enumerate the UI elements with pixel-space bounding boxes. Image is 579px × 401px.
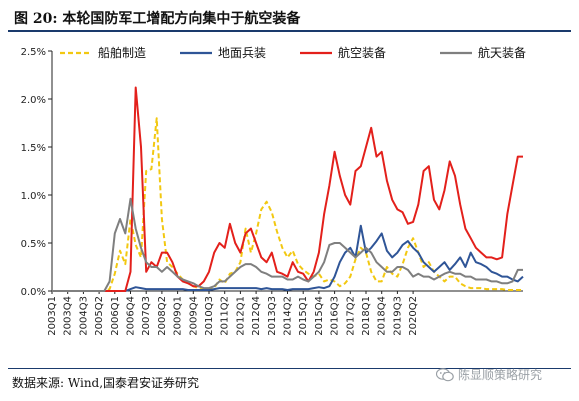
x-tick-label: 2012Q1 (235, 296, 246, 336)
chart-container: 0.0% 0.5% 1.0% 1.5% 2.0% 2.5% 2003Q1 2003Q4 2004… (0, 32, 579, 372)
watermark-text: 陈显顺策略研究 (458, 368, 543, 382)
x-tick-label: 2014Q2 (283, 296, 294, 336)
x-tick-label: 2009Q1 (173, 296, 184, 336)
series-line-1 (52, 117, 523, 292)
wechat-icon (436, 367, 454, 381)
x-tick-label: 2007Q3 (141, 296, 152, 336)
x-tick-label: 2006Q1 (110, 296, 121, 336)
y-tick-label: 2.5% (21, 47, 46, 58)
y-tick-label: 0.0% (21, 287, 46, 298)
x-tick-label: 2015Q4 (314, 296, 325, 336)
legend-label-3: 航空装备 (338, 45, 386, 60)
x-tick-label: 2018Q4 (377, 296, 388, 336)
legend-label-1: 船舶制造 (98, 45, 146, 60)
x-tick-label: 2011Q2 (220, 296, 231, 336)
x-tick-label: 2008Q2 (157, 296, 168, 336)
series-line-3 (52, 86, 523, 292)
footer-divider (8, 368, 571, 369)
x-tick-label: 2016Q3 (330, 296, 341, 336)
x-tick-label: 2005Q2 (94, 296, 105, 336)
figure-title: 图 20: 本轮国防军工增配方向集中于航空装备 (14, 11, 301, 27)
x-tick-label: 2009Q4 (188, 296, 199, 336)
series-line-4 (52, 197, 523, 292)
x-tick-label: 2003Q1 (47, 296, 58, 336)
legend-label-2: 地面兵装 (218, 46, 266, 60)
x-tick-label: 2010Q3 (204, 296, 215, 336)
x-tick-label: 2017Q2 (345, 296, 356, 336)
source-note: 数据来源: Wind,国泰君安证券研究 (12, 376, 200, 390)
series-line-2 (52, 224, 524, 292)
x-tick-label: 2006Q4 (126, 296, 137, 336)
legend-label-4: 航天装备 (478, 45, 526, 60)
line-chart: 0.0% 0.5% 1.0% 1.5% 2.0% 2.5% 2003Q1 2003Q4 2004… (21, 45, 526, 336)
figure-title-bar: 图 20: 本轮国防军工增配方向集中于航空装备 (8, 6, 571, 32)
x-tick-label: 2004Q3 (78, 296, 89, 336)
y-tick-label: 1.0% (21, 191, 46, 202)
watermark: 陈显顺策略研究 (436, 366, 542, 383)
x-tick-label: 2003Q4 (63, 296, 74, 336)
x-tick-label: 2013Q3 (267, 296, 278, 336)
y-tick-label: 1.5% (21, 143, 46, 154)
y-tick-label: 0.5% (21, 239, 46, 250)
x-tick-label: 2018Q1 (361, 296, 372, 336)
x-tick-label: 2012Q4 (251, 296, 262, 336)
x-tick-label: 2020Q2 (408, 296, 419, 336)
x-tick-label: 2015Q1 (298, 296, 309, 336)
x-tick-label: 2019Q3 (392, 296, 403, 336)
y-tick-label: 2.0% (21, 95, 46, 106)
